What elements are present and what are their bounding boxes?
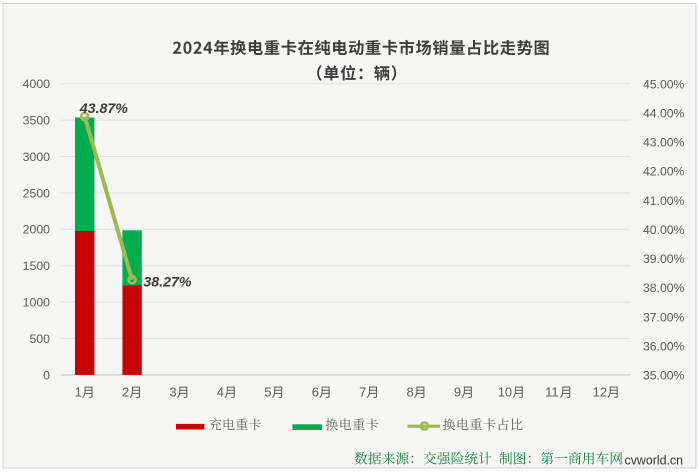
svg-text:500: 500 (29, 332, 50, 346)
svg-text:40.00%: 40.00% (643, 223, 684, 237)
svg-text:9: 9 (454, 385, 461, 400)
svg-text:41.00%: 41.00% (643, 194, 684, 208)
svg-text:3: 3 (169, 385, 176, 400)
svg-text:4: 4 (217, 385, 224, 400)
svg-text:3000: 3000 (23, 150, 51, 164)
svg-text:37.00%: 37.00% (643, 310, 684, 324)
svg-text:0: 0 (43, 368, 50, 382)
svg-text:43.00%: 43.00% (643, 136, 684, 150)
svg-text:43.87%: 43.87% (79, 101, 129, 117)
svg-text:6: 6 (312, 385, 319, 400)
svg-text:11: 11 (545, 385, 559, 400)
svg-text:2000: 2000 (23, 223, 51, 237)
svg-text:36.00%: 36.00% (643, 339, 684, 353)
svg-text:2: 2 (122, 385, 129, 400)
svg-text:1000: 1000 (23, 296, 51, 310)
svg-text:45.00%: 45.00% (643, 77, 684, 91)
svg-text:5: 5 (264, 385, 271, 400)
svg-text:8: 8 (407, 385, 414, 400)
svg-text:35.00%: 35.00% (643, 369, 684, 383)
svg-text:1500: 1500 (23, 259, 51, 273)
svg-text:3500: 3500 (23, 114, 51, 128)
svg-text:2500: 2500 (23, 186, 51, 200)
svg-text:38.00%: 38.00% (643, 281, 684, 295)
svg-text:cvworld.cn: cvworld.cn (625, 452, 684, 467)
svg-text:39.00%: 39.00% (643, 252, 684, 266)
svg-text:44.00%: 44.00% (643, 106, 684, 120)
svg-text:4000: 4000 (23, 77, 51, 91)
svg-text:7: 7 (359, 385, 366, 400)
svg-text:10: 10 (498, 385, 512, 400)
svg-text:1: 1 (75, 385, 82, 400)
svg-text:42.00%: 42.00% (643, 165, 684, 179)
svg-text:12: 12 (593, 385, 607, 400)
svg-text:38.27%: 38.27% (143, 275, 192, 291)
